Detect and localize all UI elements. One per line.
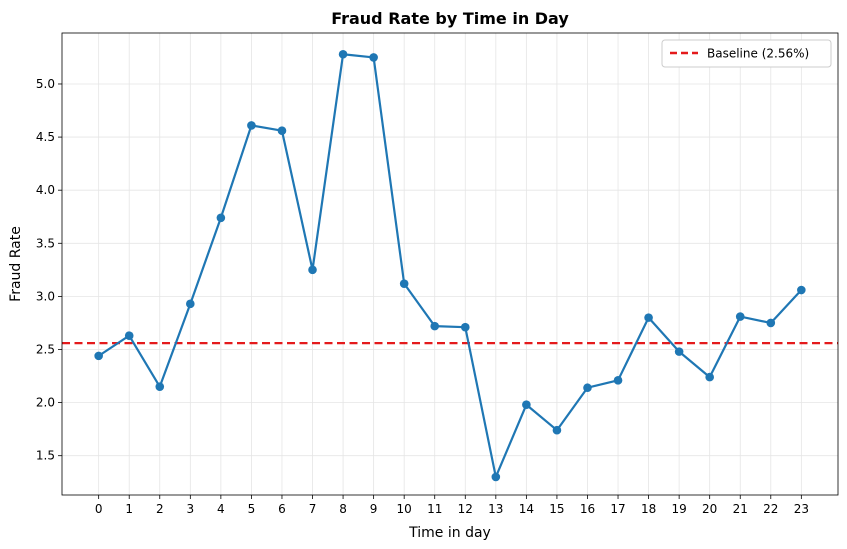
series-layer [94,49,806,482]
data-point [644,313,653,322]
x-axis-label: Time in day [408,525,491,541]
data-point [247,121,256,130]
x-tick-label: 12 [458,502,473,516]
data-point [705,372,714,382]
y-tick-label: 3.5 [36,236,55,250]
y-tick-label: 2.0 [36,396,55,410]
x-tick-label: 6 [278,502,286,516]
x-tick-label: 4 [217,502,225,516]
data-point [797,285,806,295]
y-tick-label: 5.0 [36,77,55,91]
grid [62,33,838,495]
x-tick-label: 17 [610,502,625,516]
x-tick-label: 14 [519,502,534,516]
legend-baseline-label: Baseline (2.56%) [707,47,809,61]
data-point [735,312,745,321]
data-point [155,382,165,391]
data-point [399,279,409,288]
chart-title: Fraud Rate by Time in Day [331,9,569,28]
x-tick-label: 19 [671,502,686,516]
x-tick-label: 16 [580,502,595,516]
data-point [369,53,378,62]
data-point [613,375,623,385]
data-point [766,318,776,328]
x-tick-label: 3 [186,502,194,516]
x-tick-label: 13 [488,502,503,516]
x-tick-label: 7 [309,502,317,516]
x-tick-label: 11 [427,502,442,516]
data-point [124,331,134,340]
y-tick-label: 4.0 [36,183,55,197]
y-axis-label: Fraud Rate [8,226,24,302]
x-tick-label: 8 [339,502,347,516]
x-tick-label: 9 [370,502,378,516]
y-tick-label: 2.5 [36,342,55,356]
data-point [308,265,317,275]
data-point [491,472,501,482]
data-point [216,213,226,223]
data-point [522,400,531,410]
data-point [277,126,287,136]
y-tick-label: 4.5 [36,130,55,144]
x-tick-label: 18 [641,502,656,516]
x-axis-ticks: 0 1 2 3 4 5 6 7 8 9 10 11 12 13 14 15 16 17 18 19 20 21 22 23 [95,495,809,516]
data-point [674,347,684,356]
data-point [552,425,562,435]
data-point [338,49,348,59]
x-tick-label: 20 [702,502,717,516]
x-tick-label: 2 [156,502,164,516]
x-tick-label: 10 [397,502,412,516]
x-tick-label: 5 [248,502,256,516]
legend: Baseline (2.56%) [661,39,832,68]
data-point [583,383,592,393]
x-tick-label: 0 [95,502,103,516]
plot-area-frame [61,32,839,496]
x-tick-label: 1 [125,502,133,516]
x-tick-label: 21 [733,502,748,516]
data-point [460,322,470,332]
data-point [94,351,103,361]
data-point [430,321,440,331]
data-point [186,299,195,309]
y-axis-ticks: 1.5 2.0 2.5 3.0 3.5 4.0 4.5 5.0 [36,77,62,463]
legend-box [661,39,832,68]
x-tick-label: 22 [763,502,778,516]
y-tick-label: 3.0 [36,289,55,303]
y-tick-label: 1.5 [36,449,55,463]
x-tick-label: 23 [794,502,809,516]
x-tick-label: 15 [549,502,564,516]
series-line [98,53,803,479]
